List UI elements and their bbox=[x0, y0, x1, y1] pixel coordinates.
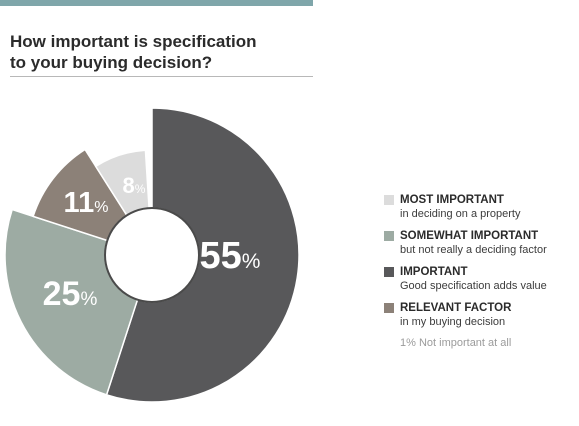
value-label-important: 55% bbox=[200, 235, 261, 277]
legend-label: SOMEWHAT IMPORTANT bbox=[400, 230, 539, 242]
value-label-relevant-factor: 11% bbox=[64, 187, 109, 219]
legend-description: but not really a deciding factor bbox=[400, 244, 547, 256]
legend-description: Good specification adds value bbox=[400, 280, 547, 292]
legend-description: in deciding on a property bbox=[400, 208, 521, 220]
chart-title: How important is specification to your b… bbox=[10, 32, 257, 72]
donut-inner-ring bbox=[104, 207, 200, 303]
donut-slices bbox=[4, 107, 300, 403]
legend-item-somewhat-important: SOMEWHAT IMPORTANT but not really a decid… bbox=[384, 229, 576, 257]
value-label-somewhat-important: 25% bbox=[43, 275, 98, 313]
legend-item-important: IMPORTANT Good specification adds value bbox=[384, 265, 576, 293]
legend-swatch bbox=[384, 267, 394, 277]
donut-hole bbox=[108, 211, 196, 299]
legend-swatch bbox=[384, 231, 394, 241]
value-label-most-important: 8% bbox=[123, 173, 146, 198]
legend-swatch bbox=[384, 195, 394, 205]
title-divider bbox=[10, 76, 313, 77]
legend-label: IMPORTANT bbox=[400, 266, 468, 278]
legend-label: MOST IMPORTANT bbox=[400, 194, 504, 206]
legend-swatch bbox=[384, 303, 394, 313]
header-accent-bar bbox=[0, 0, 313, 6]
legend-description: in my buying decision bbox=[400, 316, 506, 328]
legend-item-most-important: MOST IMPORTANT in deciding on a property bbox=[384, 193, 576, 221]
legend-label: RELEVANT FACTOR bbox=[400, 302, 512, 314]
legend-item-relevant-factor: RELEVANT FACTOR in my buying decision bbox=[384, 301, 576, 329]
chart-legend: MOST IMPORTANT in deciding on a property S… bbox=[384, 193, 576, 350]
donut-chart: 55% 25% 11% 8% bbox=[4, 107, 300, 403]
donut-value-labels: 55% 25% 11% 8% bbox=[43, 173, 261, 313]
legend-note: 1% Not important at all bbox=[400, 337, 512, 349]
